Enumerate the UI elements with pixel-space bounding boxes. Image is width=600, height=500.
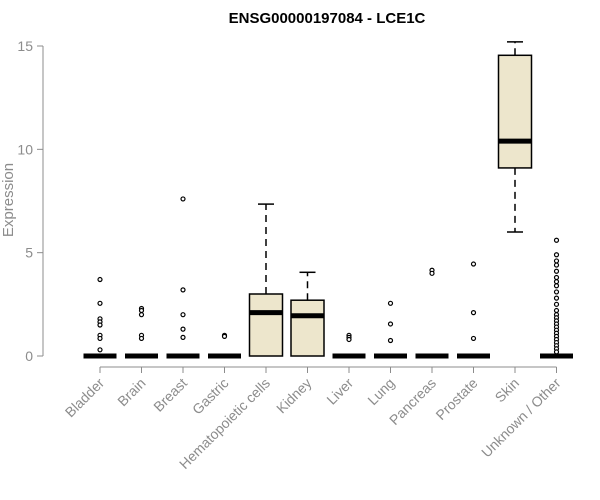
outlier-point	[553, 252, 560, 258]
x-tick-label: Prostate	[432, 375, 480, 423]
box-iqr	[248, 293, 284, 357]
outlier-point	[221, 333, 228, 339]
y-tick-label: 15	[17, 38, 33, 54]
box-skin	[497, 41, 533, 233]
chart-title: ENSG00000197084 - LCE1C	[229, 10, 426, 27]
outlier-point	[138, 312, 145, 318]
y-tick-label: 5	[25, 245, 33, 261]
outlier-point	[387, 321, 394, 327]
y-tick-label: 10	[17, 141, 33, 157]
y-tick-label: 0	[25, 348, 33, 364]
boxes-group	[83, 41, 573, 359]
box-lung	[374, 300, 407, 359]
outlier-point	[553, 258, 560, 264]
box-iqr	[497, 54, 533, 169]
outlier-point	[138, 335, 145, 342]
outlier-point	[553, 289, 560, 295]
x-tick-label: Breast	[150, 375, 190, 415]
outlier-point	[180, 287, 186, 293]
box-hematopoietic-cells	[248, 203, 284, 357]
outlier-point	[346, 336, 352, 343]
box-gastric	[208, 332, 241, 359]
outlier-point	[553, 237, 560, 243]
outlier-point	[553, 307, 560, 314]
outlier-point	[470, 261, 477, 267]
outlier-point	[97, 300, 103, 306]
box-iqr	[290, 299, 325, 357]
outlier-point	[553, 283, 560, 289]
box-pancreas	[415, 267, 449, 359]
outlier-point	[180, 312, 186, 318]
outlier-point	[180, 334, 186, 340]
x-tick-label: Lung	[364, 375, 397, 408]
outlier-point	[553, 262, 560, 268]
outlier-point	[387, 300, 394, 306]
x-tick-label: Brain	[114, 375, 148, 409]
outlier-point	[180, 326, 186, 332]
x-tick-label: Liver	[323, 375, 356, 408]
x-tick-label: Bladder	[62, 375, 108, 421]
outlier-point	[180, 196, 186, 202]
box-bladder	[83, 276, 117, 359]
box-liver	[332, 332, 366, 359]
outlier-point	[387, 337, 394, 344]
outlier-point	[97, 347, 103, 353]
x-tick-label: Unknown / Other	[478, 375, 564, 461]
outlier-point	[97, 335, 103, 342]
box-unknown-other	[540, 237, 573, 359]
outlier-point	[429, 270, 435, 276]
box-brain	[125, 305, 158, 359]
outlier-point	[97, 322, 103, 328]
box-prostate	[457, 261, 490, 359]
outlier-point	[553, 301, 560, 307]
outlier-point	[553, 349, 560, 355]
outlier-point	[138, 307, 145, 314]
outlier-point	[97, 276, 103, 283]
outlier-point	[470, 310, 477, 316]
box-breast	[166, 196, 200, 359]
outlier-point	[553, 279, 560, 285]
y-axis-label: Expression	[0, 163, 17, 237]
outlier-point	[553, 295, 560, 301]
box-kidney	[290, 271, 325, 357]
x-tick-label: Kidney	[273, 375, 315, 417]
y-axis: 0 5 10 15	[17, 38, 44, 364]
outlier-point	[553, 274, 560, 281]
outlier-point	[470, 335, 477, 342]
x-tick-label: Skin	[492, 375, 523, 406]
outlier-point	[553, 268, 560, 274]
